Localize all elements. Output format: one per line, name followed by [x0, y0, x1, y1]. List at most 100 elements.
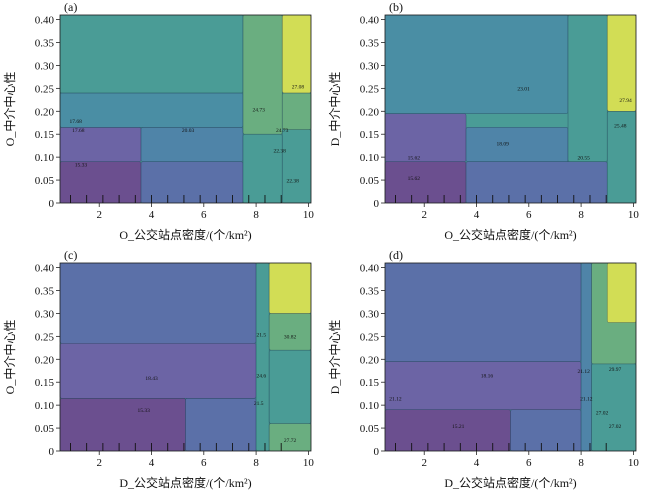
- y-tick-label: 0.35: [360, 38, 380, 50]
- y-axis-label: O_中介中心性: [2, 72, 17, 147]
- contour-label: 15.21: [452, 424, 465, 430]
- contour-region: [268, 262, 312, 314]
- contour-label: 25.48: [614, 123, 627, 129]
- contour-label: 20.03: [182, 128, 195, 134]
- contour-region: [242, 14, 283, 135]
- chart-panel-c: 18.43 15.33 30.82 27.72 21.5 24.6 21.5 2 4 6 8 10 0 0…: [2, 248, 315, 490]
- contour-label: 21.12: [578, 369, 591, 375]
- y-tick-label: 0.10: [360, 152, 380, 164]
- chart-panel-d: 18.16 15.21 27.02 29.97 21.12 21.12 27.02 21.12…: [327, 248, 639, 490]
- contour-region: [510, 409, 582, 452]
- y-tick-label: 0.35: [35, 38, 55, 50]
- y-axis-label: D_中介中心性: [327, 320, 342, 395]
- y-tick-label: 0.25: [360, 331, 380, 343]
- contour-region: [465, 127, 569, 163]
- y-tick-label: 0.35: [360, 286, 380, 298]
- y-tick-label: 0.25: [35, 83, 55, 95]
- contour-label: 20.55: [578, 155, 591, 161]
- contour-region: [59, 262, 257, 344]
- y-tick-label: 0.15: [360, 377, 380, 389]
- y-tick-label: 0.15: [35, 377, 55, 389]
- contour-label: 29.97: [609, 367, 622, 373]
- x-tick-label: 6: [201, 209, 207, 221]
- plot-frame: [384, 262, 637, 452]
- x-tick-label: 4: [149, 209, 155, 221]
- x-tick-label: 4: [474, 209, 480, 221]
- x-tick-label: 2: [96, 457, 102, 469]
- contour-region: [242, 133, 283, 204]
- contour-label: 22.38: [287, 178, 300, 184]
- plot-frame: [384, 14, 637, 204]
- y-tick-label: 0: [49, 198, 55, 210]
- y-tick-label: 0.20: [360, 354, 380, 366]
- contour-label: 27.72: [284, 438, 297, 444]
- chart-panel-b: 23.01 27.94 25.48 18.09 20.55 15.62 15.62 2 4 6 8 1…: [327, 0, 640, 242]
- x-tick-label: 8: [253, 209, 259, 221]
- x-tick-label: 10: [628, 209, 640, 221]
- y-tick-label: 0.30: [35, 60, 55, 72]
- contour-label: 27.02: [596, 410, 609, 416]
- contour-label: 22.38: [273, 149, 286, 155]
- y-tick-label: 0.20: [35, 106, 55, 118]
- x-axis-label: O_公交站点密度/(个/km²): [444, 227, 576, 242]
- contour-label: 21.5: [254, 401, 264, 407]
- y-tick-label: 0.05: [35, 175, 55, 187]
- x-tick-label: 8: [578, 457, 584, 469]
- panel-label: (a): [64, 0, 77, 14]
- contour-label: 21.12: [580, 397, 593, 403]
- contour-region: [281, 92, 312, 130]
- contour-label: 23.01: [517, 87, 530, 93]
- y-tick-label: 0.05: [360, 423, 380, 435]
- contour-region: [268, 349, 312, 424]
- contour-label: 21.12: [389, 397, 402, 403]
- x-tick-label: 8: [578, 209, 584, 221]
- contour-label: 17.68: [70, 119, 83, 125]
- y-tick-label: 0.30: [35, 308, 55, 320]
- contour-region: [384, 14, 569, 114]
- panel-label: (b): [389, 0, 403, 14]
- y-axis-label: O_中介中心性: [2, 320, 17, 395]
- x-tick-label: 2: [421, 457, 427, 469]
- contour-region: [465, 161, 608, 204]
- y-tick-label: 0.40: [35, 263, 55, 275]
- contour-label: 15.33: [137, 408, 150, 414]
- contour-label: 15.62: [408, 176, 421, 182]
- contour-region: [384, 409, 511, 452]
- x-axis-label: D_公交站点密度/(个/km²): [119, 475, 251, 490]
- contour-label: 15.62: [408, 155, 421, 161]
- contour-region: [567, 14, 608, 163]
- contour-region: [384, 262, 582, 362]
- contour-label: 18.16: [481, 374, 494, 380]
- y-tick-label: 0.20: [360, 106, 380, 118]
- y-tick-label: 0.40: [35, 15, 55, 27]
- contour-region: [59, 14, 244, 94]
- y-tick-label: 0.10: [35, 400, 55, 412]
- x-axis-label: O_公交站点密度/(个/km²): [119, 227, 251, 242]
- y-tick-label: 0.10: [360, 400, 380, 412]
- x-tick-label: 2: [421, 209, 427, 221]
- contour-region: [140, 161, 244, 204]
- y-tick-label: 0.05: [360, 175, 380, 187]
- y-tick-label: 0: [374, 446, 380, 458]
- contour-label: 21.5: [257, 332, 267, 338]
- x-tick-label: 4: [474, 457, 480, 469]
- x-tick-label: 4: [149, 457, 155, 469]
- contour-region: [59, 342, 257, 399]
- x-tick-label: 6: [201, 457, 207, 469]
- x-axis-label: D_公交站点密度/(个/km²): [444, 475, 576, 490]
- contour-region: [59, 161, 142, 204]
- contour-region: [606, 262, 637, 323]
- plot-frame: [59, 14, 312, 204]
- contour-region: [255, 262, 270, 452]
- contour-label: 27.08: [292, 84, 305, 90]
- contour-label: 18.09: [496, 142, 509, 148]
- y-tick-label: 0: [374, 198, 380, 210]
- panel-label: (d): [389, 248, 403, 262]
- panel-label: (c): [64, 248, 77, 262]
- contour-label: 15.33: [75, 162, 88, 168]
- contour-label: 18.43: [145, 376, 158, 382]
- chart-panel-a: 17.68 17.68 20.03 15.33 27.08 24.73 24.73 22.38…: [2, 0, 314, 242]
- x-tick-label: 10: [303, 457, 315, 469]
- y-tick-label: 0.25: [35, 331, 55, 343]
